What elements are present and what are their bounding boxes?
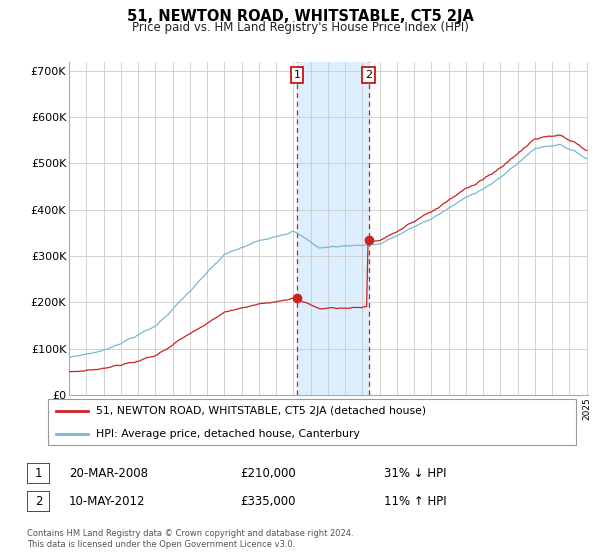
Text: Contains HM Land Registry data © Crown copyright and database right 2024.
This d: Contains HM Land Registry data © Crown c… — [27, 529, 353, 549]
Text: 51, NEWTON ROAD, WHITSTABLE, CT5 2JA (detached house): 51, NEWTON ROAD, WHITSTABLE, CT5 2JA (de… — [95, 406, 425, 416]
Text: 2: 2 — [35, 494, 42, 508]
Text: 31% ↓ HPI: 31% ↓ HPI — [384, 466, 446, 480]
Text: 20-MAR-2008: 20-MAR-2008 — [69, 466, 148, 480]
Text: 11% ↑ HPI: 11% ↑ HPI — [384, 494, 446, 508]
Text: 2: 2 — [365, 70, 372, 80]
Text: HPI: Average price, detached house, Canterbury: HPI: Average price, detached house, Cant… — [95, 429, 359, 438]
Text: £335,000: £335,000 — [240, 494, 296, 508]
Text: 1: 1 — [293, 70, 301, 80]
FancyBboxPatch shape — [48, 399, 576, 445]
FancyBboxPatch shape — [27, 491, 50, 512]
Text: Price paid vs. HM Land Registry's House Price Index (HPI): Price paid vs. HM Land Registry's House … — [131, 21, 469, 34]
FancyBboxPatch shape — [27, 463, 50, 484]
Text: 51, NEWTON ROAD, WHITSTABLE, CT5 2JA: 51, NEWTON ROAD, WHITSTABLE, CT5 2JA — [127, 9, 473, 24]
Text: 1: 1 — [35, 466, 42, 480]
Text: £210,000: £210,000 — [240, 466, 296, 480]
Text: 10-MAY-2012: 10-MAY-2012 — [69, 494, 146, 508]
Bar — [297, 62, 368, 395]
